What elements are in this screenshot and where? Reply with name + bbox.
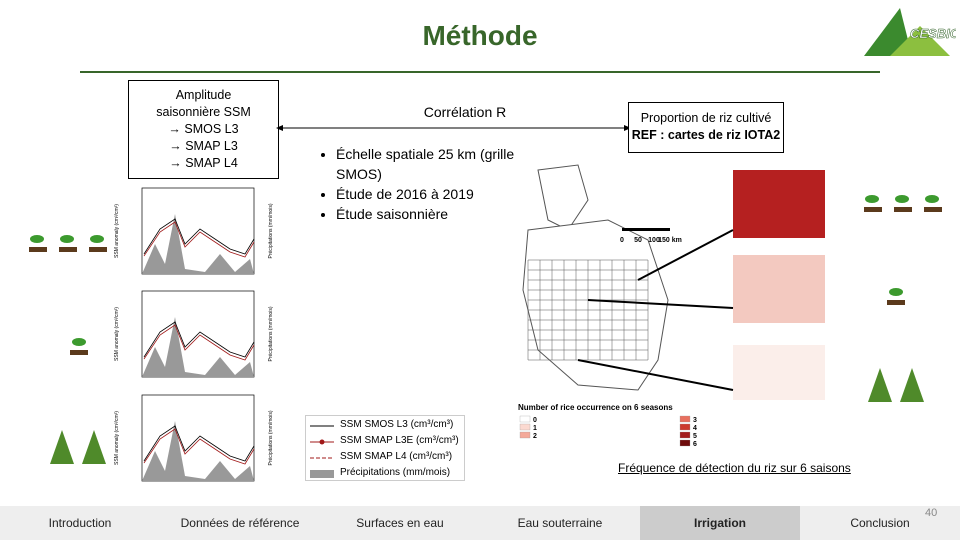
nav-item[interactable]: Conclusion <box>850 516 910 530</box>
class-swatch <box>519 423 531 431</box>
map-legend-title: Number of rice occurrence on 6 seasons <box>518 403 673 412</box>
class-swatch <box>679 415 691 423</box>
legend-keys <box>310 425 334 478</box>
page-number: 40 <box>925 507 938 519</box>
mini-chart: SSM anomaly (cm³/cm³) Précipitations (mm/… <box>114 394 274 482</box>
class-label: 4 <box>693 425 697 432</box>
nav-bar: Introduction Données de référence Surfaces… <box>0 506 960 540</box>
class-label: 0 <box>533 417 537 424</box>
logo-text: CESBIO <box>910 26 956 41</box>
bullet: Échelle spatiale 25 km (grille SMOS) <box>336 144 518 184</box>
ssm-line <box>143 218 255 255</box>
scale-label: 150 km <box>658 237 682 244</box>
charts: SSM anomaly (cm³/cm³) Précipitations (mm/… <box>114 187 274 482</box>
legend-entry: Précipitations (mm/mois) <box>340 467 451 478</box>
box-line: saisonnière SSM <box>156 105 251 119</box>
ssm-box: Amplitude saisonnière SSM → SMOS L3 → SMAP … <box>128 80 279 179</box>
box-line: → SMOS L3 <box>168 122 239 136</box>
link-label: Corrélation R <box>423 104 507 120</box>
class-swatch <box>519 431 531 439</box>
ssm-line <box>143 321 255 358</box>
scale-label: 100 <box>648 237 660 244</box>
y2-axis-label: Précipitations (mm/mois) <box>268 410 274 465</box>
bullets: Échelle spatiale 25 km (grille SMOS)Étud… <box>318 144 518 224</box>
plant-icons <box>864 195 942 212</box>
class-label: 1 <box>533 425 537 432</box>
class-swatch <box>679 439 691 447</box>
rice-map: Number of rice occurrence on 6 seasons 0… <box>518 164 825 448</box>
ssm-line <box>143 428 255 465</box>
ref-box: Proportion de riz cultivé REF : cartes d… <box>628 102 784 153</box>
class-label: 3 <box>693 417 697 424</box>
ref-line: Proportion de riz cultivé <box>640 111 772 125</box>
ssm-line <box>143 425 255 462</box>
ssm-line <box>143 324 255 361</box>
bullet: Étude saisonnière <box>336 204 518 224</box>
y2-axis-label: Précipitations (mm/mois) <box>268 306 274 361</box>
title: Méthode <box>422 20 538 51</box>
class-label: 5 <box>693 433 697 440</box>
bullet: Étude de 2016 à 2019 <box>336 184 518 204</box>
class-swatch <box>679 423 691 431</box>
scale-bar <box>622 228 670 231</box>
nav-item[interactable]: Irrigation <box>640 506 800 540</box>
box-line: Amplitude <box>175 88 232 102</box>
nav-item[interactable]: Introduction <box>48 516 112 530</box>
ref-line: REF : cartes de riz IOTA2 <box>631 128 781 142</box>
precip-area <box>142 421 254 481</box>
logo: CESBIO <box>864 8 956 56</box>
rule <box>80 71 880 73</box>
box-line: → SMAP L4 <box>169 156 238 170</box>
class-label: 2 <box>533 433 537 440</box>
precip-area <box>142 317 254 377</box>
class-label: 6 <box>693 441 697 448</box>
mini-chart: SSM anomaly (cm³/cm³) Précipitations (mm/… <box>114 187 274 275</box>
legend-entry: SSM SMAP L3E (cm³/cm³) <box>340 435 459 446</box>
scale-label: 0 <box>620 237 624 244</box>
nav-item[interactable]: Surfaces en eau <box>356 516 444 530</box>
nav-item[interactable]: Eau souterraine <box>517 516 603 530</box>
class-swatch <box>519 415 531 423</box>
ssm-line <box>143 221 255 258</box>
mini-chart: SSM anomaly (cm³/cm³) Précipitations (mm/… <box>114 290 274 378</box>
precip-area <box>142 214 254 274</box>
tree-icons <box>50 430 106 464</box>
plant-icons <box>29 235 107 252</box>
legend-entry: SSM SMOS L3 (cm³/cm³) <box>340 419 454 430</box>
plant-icon <box>887 288 905 305</box>
caption: Fréquence de détection du riz sur 6 sais… <box>618 461 851 475</box>
box-line: → SMAP L3 <box>169 139 238 153</box>
y-axis-label: SSM anomaly (cm³/cm³) <box>114 204 120 258</box>
legend-entry: SSM SMAP L4 (cm³/cm³) <box>340 451 453 462</box>
y-axis-label: SSM anomaly (cm³/cm³) <box>114 411 120 465</box>
chart-legend: SSM SMOS L3 (cm³/cm³) SSM SMAP L3E (cm³/c… <box>305 415 465 481</box>
y2-axis-label: Précipitations (mm/mois) <box>268 203 274 258</box>
nav-item[interactable]: Données de référence <box>180 516 300 530</box>
plant-icon <box>70 338 88 355</box>
y-axis-label: SSM anomaly (cm³/cm³) <box>114 307 120 361</box>
arrow <box>276 125 631 131</box>
scale-label: 50 <box>634 237 642 244</box>
class-swatch <box>679 431 691 439</box>
tree-icons <box>868 368 924 402</box>
